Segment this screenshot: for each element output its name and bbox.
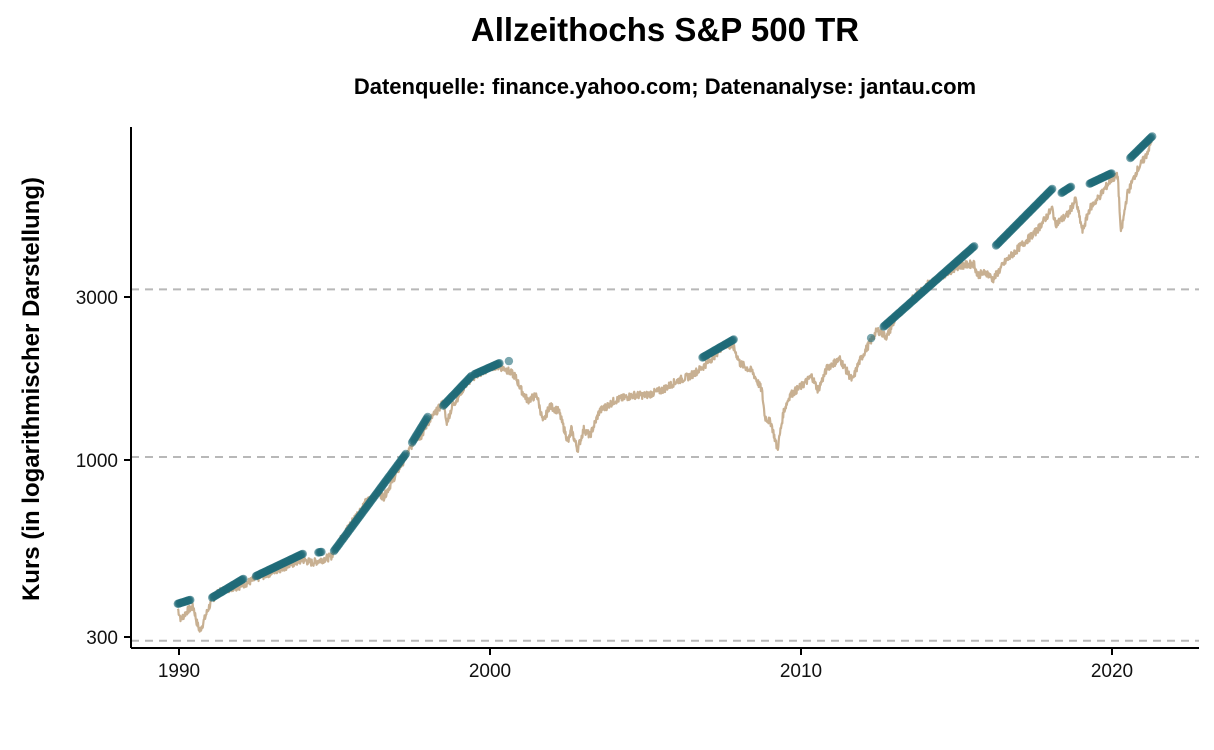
all-time-high-point	[401, 449, 410, 459]
x-ticks: 1990 2000 2010 2020	[158, 648, 1133, 682]
all-time-high-point	[495, 359, 504, 368]
price-line	[176, 138, 1153, 633]
all-time-high-point	[317, 547, 326, 557]
y-tick-label: 1000	[76, 451, 118, 472]
x-tick-label: 2010	[780, 661, 822, 682]
all-time-high-points	[173, 132, 1157, 608]
all-time-high-point	[298, 549, 307, 559]
price-line-layer	[176, 138, 1153, 633]
all-time-high-point	[729, 335, 738, 344]
all-time-high-point	[970, 242, 979, 251]
all-time-high-point	[239, 574, 248, 584]
all-time-high-point	[1107, 169, 1116, 178]
y-tick-label: 300	[86, 628, 118, 649]
x-tick-label: 1990	[158, 661, 200, 682]
all-time-high-point	[1048, 184, 1057, 194]
all-time-high-point	[866, 333, 876, 343]
x-tick-label: 2000	[469, 661, 511, 682]
chart-title: Allzeithochs S&P 500 TR	[471, 11, 859, 48]
all-time-high-point	[1066, 182, 1076, 191]
y-axis-label: Kurs (in logarithmischer Darstellung)	[18, 177, 45, 601]
all-time-high-point	[423, 412, 432, 422]
chart-subtitle: Datenquelle: finance.yahoo.com; Datenana…	[354, 74, 976, 99]
y-tick-label: 3000	[76, 288, 118, 309]
all-time-high-point	[186, 595, 195, 605]
all-time-high-point	[504, 356, 514, 366]
gridlines	[131, 288, 1199, 642]
x-tick-label: 2020	[1091, 661, 1133, 682]
all-time-high-point	[1148, 132, 1157, 141]
y-ticks: 300 1000 3000	[76, 288, 131, 649]
